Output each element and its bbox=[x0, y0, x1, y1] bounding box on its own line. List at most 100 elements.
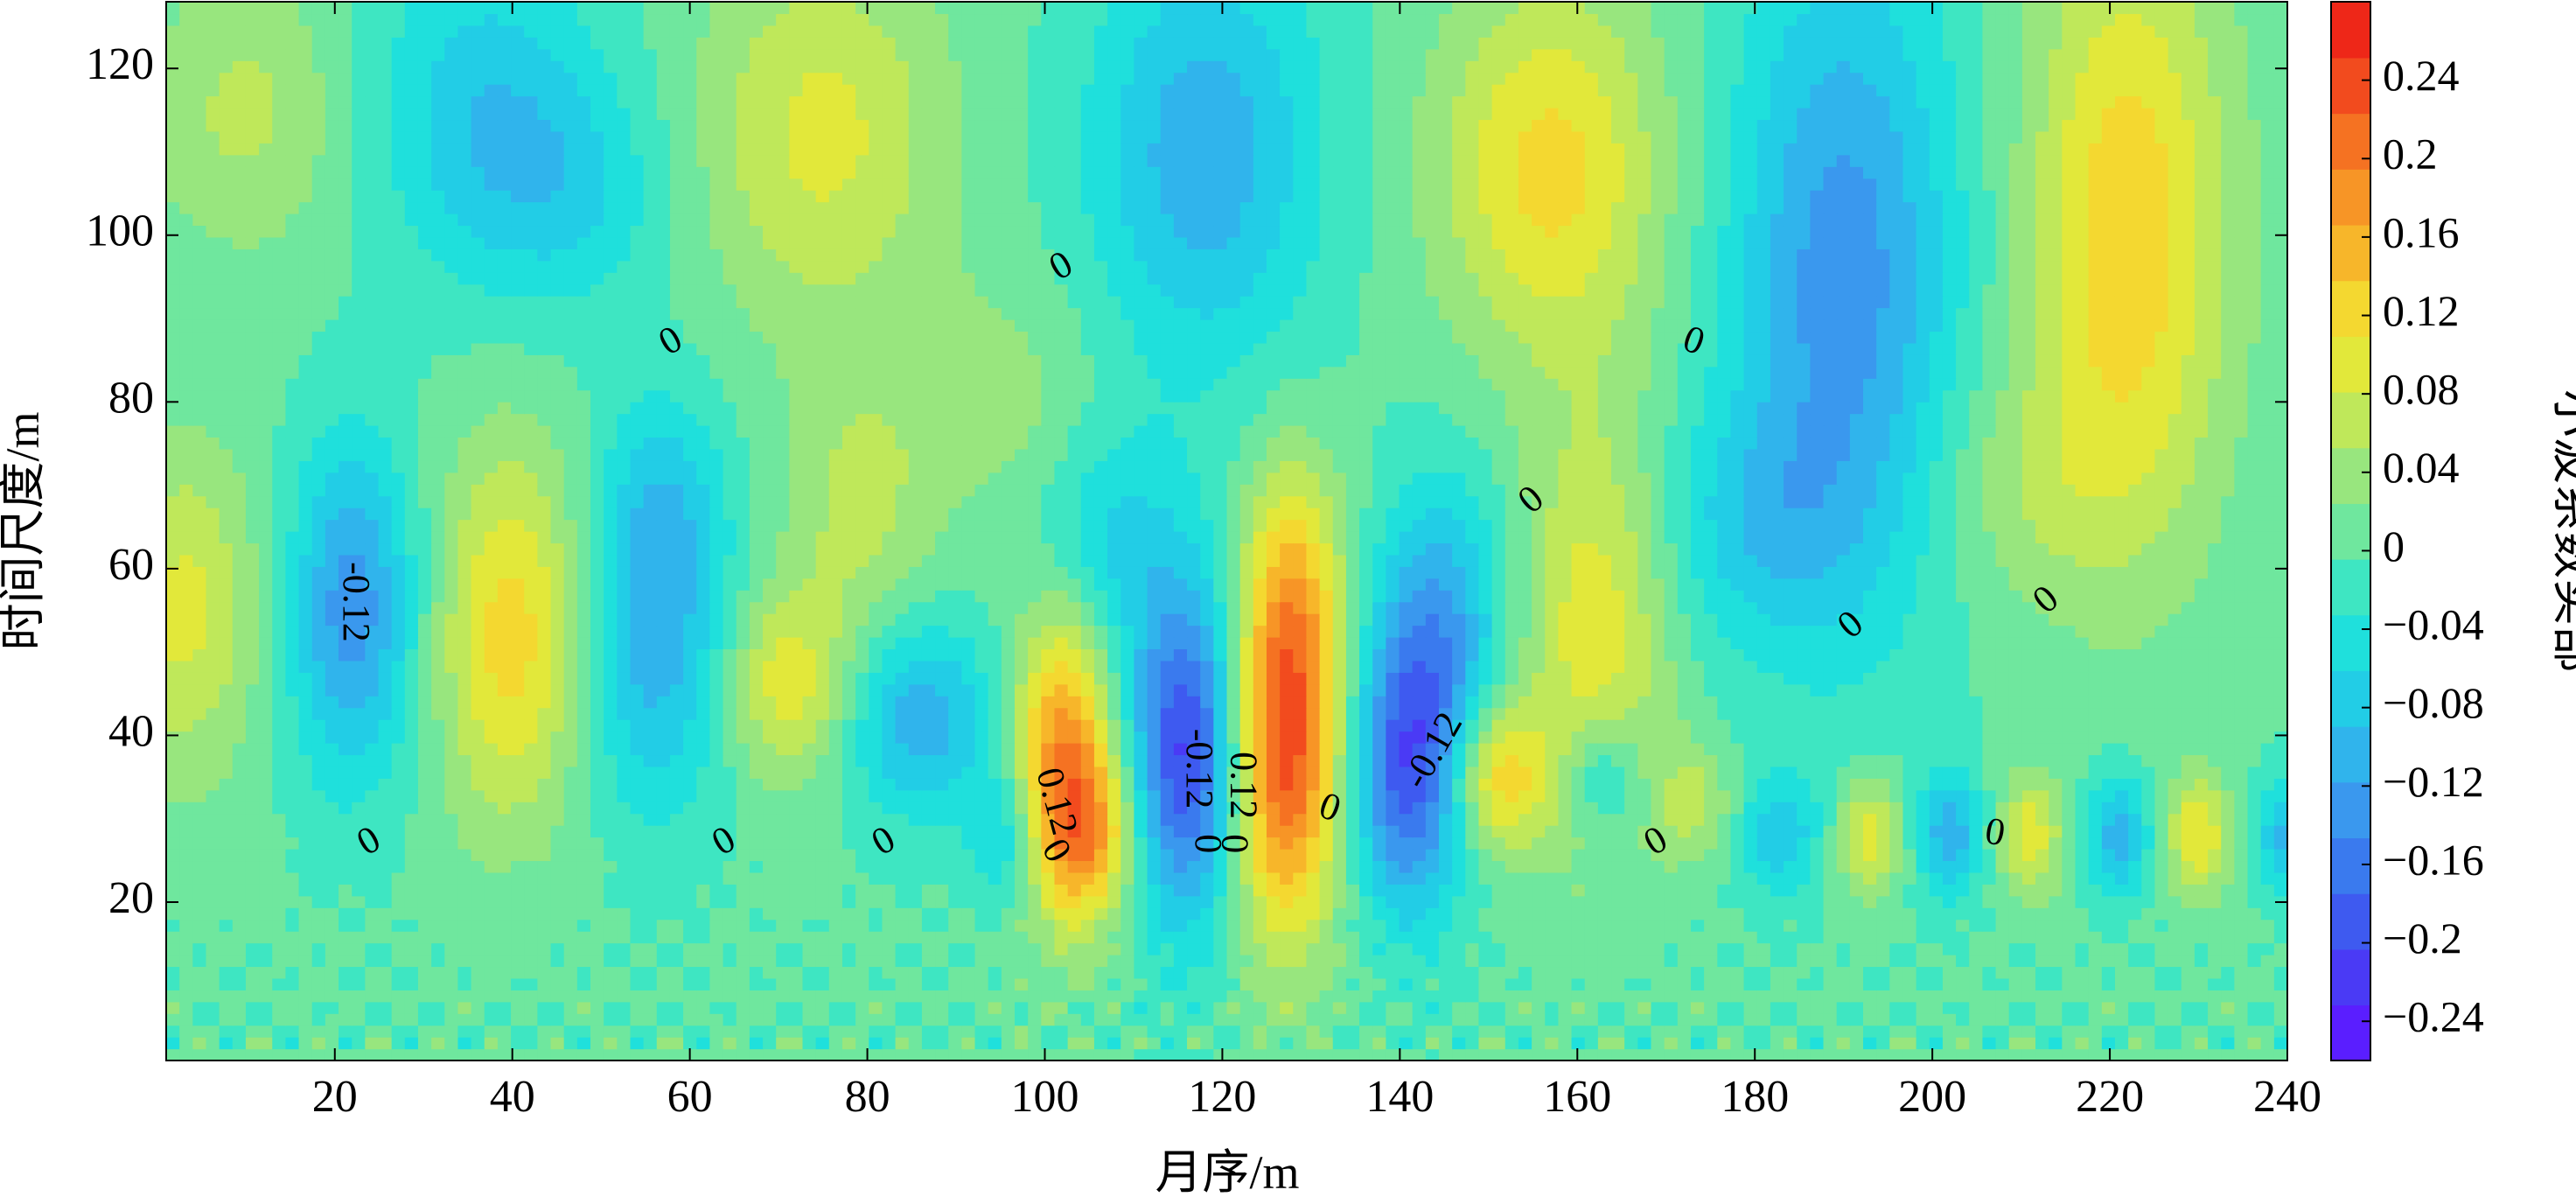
heatmap-cell bbox=[1120, 696, 1135, 709]
heatmap-cell bbox=[417, 884, 432, 897]
heatmap-cell bbox=[2247, 778, 2262, 791]
heatmap-cell bbox=[2035, 754, 2049, 767]
heatmap-cell bbox=[2035, 966, 2049, 979]
heatmap-cell bbox=[550, 895, 565, 908]
heatmap-cell bbox=[232, 813, 247, 826]
heatmap-cell bbox=[484, 1048, 499, 1060]
heatmap-cell bbox=[2075, 836, 2090, 850]
heatmap-cell bbox=[1717, 825, 1732, 838]
heatmap-cell bbox=[1173, 990, 1188, 1003]
heatmap-cell bbox=[179, 895, 193, 908]
heatmap-cell bbox=[935, 966, 949, 979]
heatmap-cell bbox=[457, 955, 472, 968]
heatmap-cell bbox=[1743, 696, 1758, 709]
heatmap-cell bbox=[1624, 1037, 1638, 1050]
heatmap-cell bbox=[2101, 813, 2116, 826]
heatmap-cell bbox=[590, 836, 604, 850]
heatmap-cell bbox=[272, 743, 287, 756]
heatmap-cell bbox=[1080, 919, 1095, 932]
heatmap-cell bbox=[1730, 872, 1745, 885]
heatmap-cell bbox=[285, 813, 300, 826]
heatmap-cell bbox=[1969, 719, 1984, 732]
heatmap-cell bbox=[537, 1013, 552, 1026]
heatmap-cell bbox=[1491, 696, 1506, 709]
heatmap-cell bbox=[802, 766, 817, 779]
heatmap-cell bbox=[1332, 766, 1347, 779]
heatmap-cell bbox=[2221, 731, 2235, 744]
heatmap-cell bbox=[1982, 825, 1997, 838]
heatmap-cell bbox=[604, 802, 618, 815]
heatmap-cell bbox=[1080, 884, 1095, 897]
heatmap-cell bbox=[259, 802, 273, 815]
heatmap-cell bbox=[1478, 849, 1493, 862]
heatmap-cell bbox=[630, 955, 645, 968]
heatmap-cell bbox=[563, 707, 578, 720]
heatmap-cell bbox=[1902, 719, 1917, 732]
heatmap-cell bbox=[2049, 802, 2063, 815]
heatmap-cell bbox=[590, 696, 604, 709]
heatmap-cell bbox=[841, 955, 856, 968]
heatmap-cell bbox=[1041, 719, 1056, 732]
heatmap-cell bbox=[617, 707, 632, 720]
heatmap-cell bbox=[2234, 836, 2249, 850]
heatmap-cell bbox=[656, 719, 671, 732]
heatmap-cell bbox=[1902, 990, 1917, 1003]
heatmap-cell bbox=[365, 966, 380, 979]
heatmap-cell bbox=[2141, 919, 2156, 932]
heatmap-cell bbox=[1266, 966, 1281, 979]
heatmap-cell bbox=[1518, 849, 1532, 862]
heatmap-cell bbox=[696, 931, 711, 944]
heatmap-cell bbox=[2008, 860, 2023, 873]
heatmap-cell bbox=[1015, 743, 1029, 756]
heatmap-cell bbox=[1929, 931, 1944, 944]
heatmap-cell bbox=[1001, 990, 1016, 1003]
heatmap-cell bbox=[1929, 872, 1944, 885]
heatmap-cell bbox=[524, 707, 538, 720]
heatmap-cell bbox=[1491, 1037, 1506, 1050]
heatmap-cell bbox=[1532, 919, 1546, 932]
heatmap-cell bbox=[524, 860, 538, 873]
heatmap-cell bbox=[1213, 849, 1228, 862]
heatmap-cell bbox=[1717, 696, 1732, 709]
heatmap-cell bbox=[1611, 942, 1625, 956]
heatmap-cell bbox=[1690, 966, 1705, 979]
heatmap-cell bbox=[2035, 1025, 2049, 1038]
heatmap-cell bbox=[1995, 696, 2010, 709]
heatmap-cell bbox=[2154, 707, 2169, 720]
heatmap-cell bbox=[776, 696, 790, 709]
heatmap-cell bbox=[2154, 1037, 2169, 1050]
heatmap-cell bbox=[2021, 789, 2036, 802]
heatmap-cell bbox=[1929, 942, 1944, 956]
heatmap-cell bbox=[2247, 884, 2262, 897]
heatmap-cell bbox=[576, 966, 591, 979]
heatmap-cell bbox=[1810, 895, 1825, 908]
heatmap-cell bbox=[1345, 1048, 1360, 1060]
heatmap-cell bbox=[1160, 884, 1175, 897]
heatmap-cell bbox=[895, 802, 910, 815]
heatmap-cell bbox=[166, 872, 180, 885]
heatmap-cell bbox=[1690, 825, 1705, 838]
heatmap-cell bbox=[2194, 942, 2209, 956]
heatmap-cell bbox=[988, 872, 1002, 885]
heatmap-cell bbox=[2247, 754, 2262, 767]
heatmap-cell bbox=[1982, 766, 1997, 779]
heatmap-cell bbox=[1730, 719, 1745, 732]
heatmap-cell bbox=[1028, 766, 1042, 779]
heatmap-cell bbox=[1810, 990, 1825, 1003]
heatmap-cell bbox=[1080, 966, 1095, 979]
heatmap-cell bbox=[948, 872, 962, 885]
heatmap-cell bbox=[749, 1037, 764, 1050]
heatmap-cell bbox=[1478, 966, 1493, 979]
heatmap-cell bbox=[1332, 860, 1347, 873]
heatmap-cell bbox=[471, 919, 485, 932]
heatmap-cell bbox=[1001, 977, 1016, 990]
heatmap-cell bbox=[841, 872, 856, 885]
heatmap-cell bbox=[617, 766, 632, 779]
heatmap-cell bbox=[391, 872, 406, 885]
heatmap-cell bbox=[2273, 977, 2287, 990]
heatmap-cell bbox=[285, 766, 300, 779]
heatmap-cell bbox=[378, 942, 393, 956]
heatmap-cell bbox=[245, 778, 260, 791]
heatmap-cell bbox=[2273, 825, 2287, 838]
heatmap-cell bbox=[1280, 836, 1294, 850]
